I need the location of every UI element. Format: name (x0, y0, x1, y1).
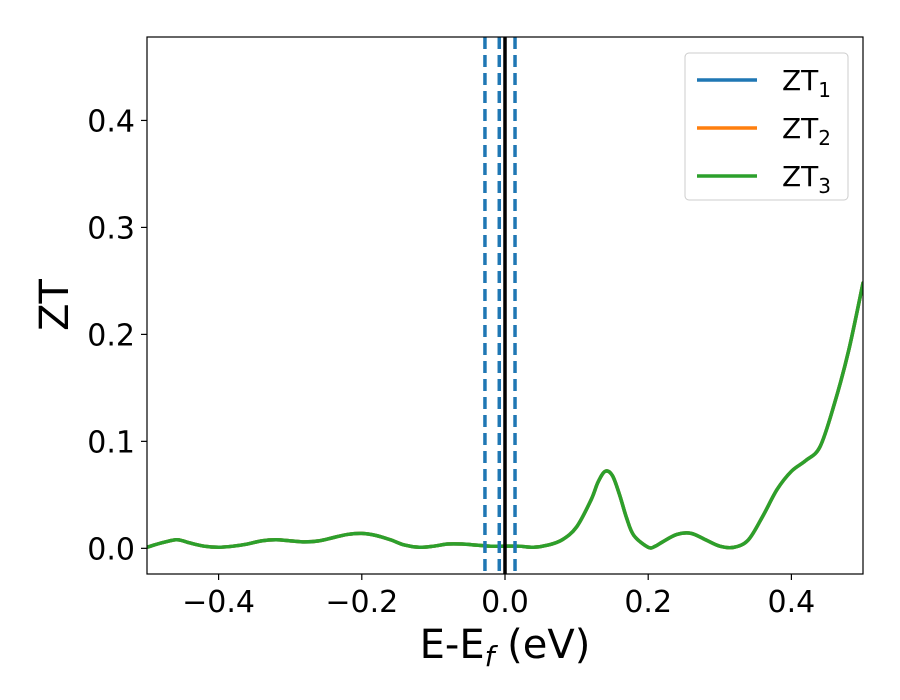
legend-label: ZT2 (782, 112, 831, 150)
y-tick-label: 0.4 (87, 104, 135, 139)
y-tick-label: 0.3 (87, 211, 135, 246)
x-tick-label: 0.4 (768, 585, 816, 620)
x-tick-label: 0.0 (481, 585, 529, 620)
y-axis-label: ZT (32, 279, 78, 331)
legend: ZT1 ZT2 ZT3 (684, 52, 849, 201)
x-axis-ticks: −0.4 −0.2 0.0 0.2 0.4 (182, 574, 815, 620)
y-axis-ticks: 0.0 0.1 0.2 0.3 0.4 (87, 104, 147, 567)
y-tick-label: 0.2 (87, 318, 135, 353)
x-tick-label: 0.2 (624, 585, 672, 620)
y-tick-label: 0.1 (87, 425, 135, 460)
plot-area (147, 281, 863, 550)
y-tick-label: 0.0 (87, 532, 135, 567)
legend-label: ZT1 (782, 64, 831, 102)
legend-label: ZT3 (782, 160, 831, 198)
legend-box (684, 52, 849, 201)
x-axis-label: E-Ef (eV) (420, 622, 591, 673)
series-line-zt3 (147, 281, 863, 550)
x-tick-label: −0.4 (182, 585, 255, 620)
reference-lines (483, 37, 517, 574)
x-tick-label: −0.2 (325, 585, 398, 620)
